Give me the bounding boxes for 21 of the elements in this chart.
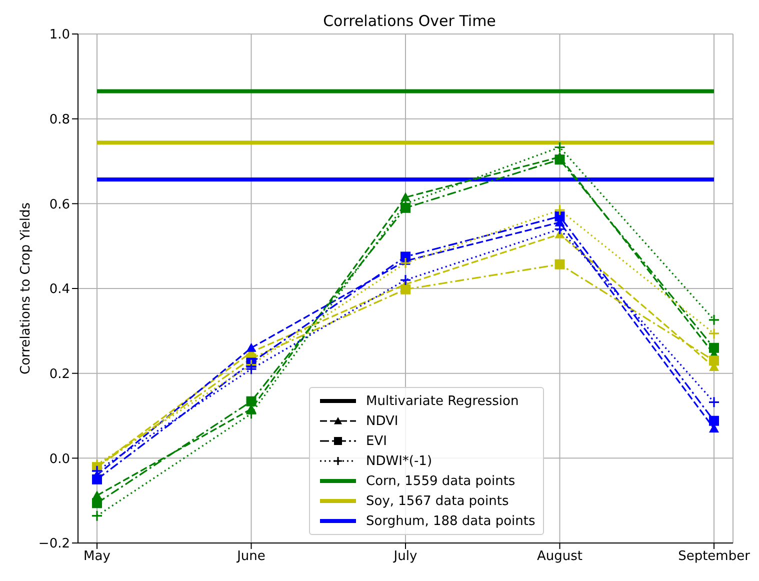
x-tick-label: August — [537, 549, 582, 564]
y-tick-label: 1.0 — [49, 28, 70, 43]
y-tick-label: 0.8 — [49, 112, 70, 128]
x-tick-label: May — [84, 549, 111, 564]
annotation: EVI — [366, 434, 387, 448]
x-tick-label: July — [392, 549, 418, 564]
chart-title: Correlations Over Time — [323, 12, 496, 30]
y-tick-label: 0.4 — [49, 282, 70, 298]
y-axis-title: Correlations to Crop Yields — [18, 202, 34, 374]
y-tick-label: 0.2 — [49, 366, 70, 382]
legend-label: Sorghum, 188 data points — [366, 514, 536, 528]
y-tick-label: 0.0 — [49, 452, 70, 467]
legend-label: Soy, 1567 data points — [366, 494, 509, 508]
x-tick-label: September — [678, 549, 751, 564]
y-tick-label: 0.6 — [49, 197, 70, 212]
x-tick-label: June — [236, 549, 266, 564]
annotation: NDVI — [366, 414, 398, 428]
annotation: Multivariate Regression — [366, 394, 519, 408]
annotation: NDWI*(-1) — [366, 454, 432, 468]
y-tick-label: −0.2 — [38, 536, 70, 552]
legend-label: Corn, 1559 data points — [366, 474, 516, 488]
